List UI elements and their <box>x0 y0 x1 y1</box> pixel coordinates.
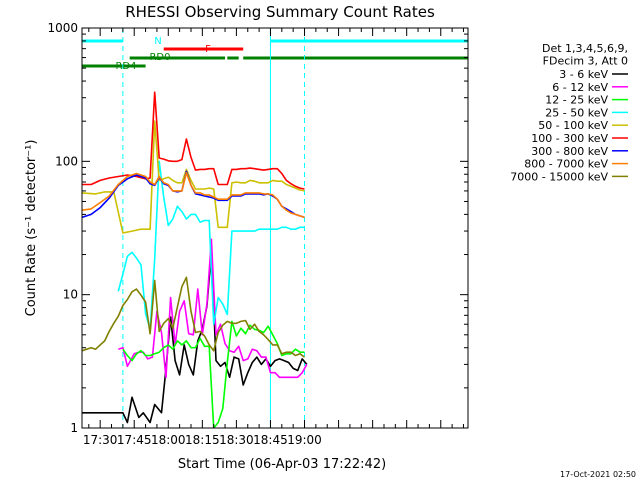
x-tick-label: 18:30 <box>219 433 254 447</box>
x-tick-label: 18:15 <box>185 433 220 447</box>
x-tick-label: 17:45 <box>117 433 152 447</box>
legend-entry: 50 - 100 keV <box>538 119 608 132</box>
legend-entry: 6 - 12 keV <box>552 81 608 94</box>
y-tick-label: 1000 <box>47 21 78 35</box>
x-axis: 17:30 17:45 18:00 18:15 18:30 18:45 19:00 <box>83 28 464 447</box>
x-tick-label: 19:00 <box>287 433 322 447</box>
legend-entry: 800 - 7000 keV <box>524 158 608 171</box>
legend-entry: 12 - 25 keV <box>545 94 608 107</box>
x-axis-label: Start Time (06-Apr-03 17:22:42) <box>178 457 386 472</box>
y-tick-label: 100 <box>55 154 78 168</box>
legend-entry: 100 - 300 keV <box>531 132 608 145</box>
x-tick-label: 17:30 <box>83 433 118 447</box>
series-line <box>82 170 305 219</box>
y-axis: 1 10 100 1000 <box>47 21 468 435</box>
series-line <box>82 250 308 424</box>
series-layer <box>82 91 308 428</box>
y-axis-label: Count Rate (s⁻¹ detector⁻¹) <box>24 140 39 317</box>
legend-entry: 3 - 6 keV <box>559 68 608 81</box>
state-label-rd0: RD0 <box>149 52 170 63</box>
chart-title: RHESSI Observing Summary Count Rates <box>125 3 435 21</box>
plot-frame <box>81 27 469 429</box>
series-line <box>82 172 305 219</box>
y-tick-label: 1 <box>70 421 78 435</box>
state-label-n: N <box>154 36 161 47</box>
legend-header: FDecim 3, Att 0 <box>543 55 628 68</box>
x-tick-label: 18:00 <box>151 433 186 447</box>
legend: Det 1,3,4,5,6,9,FDecim 3, Att 03 - 6 keV… <box>510 42 628 183</box>
state-label-f: F <box>205 44 211 55</box>
series-line <box>82 120 305 234</box>
state-label-rd4: RD4 <box>115 61 136 72</box>
series-line <box>118 238 308 379</box>
series-line <box>82 276 305 358</box>
x-tick-label: 18:45 <box>253 433 288 447</box>
legend-entry: 300 - 800 keV <box>531 145 608 158</box>
legend-header: Det 1,3,4,5,6,9, <box>542 42 628 55</box>
state-bars-layer <box>82 39 468 68</box>
legend-entry: 25 - 50 keV <box>545 106 608 119</box>
series-line <box>122 320 305 428</box>
y-tick-label: 10 <box>63 288 78 302</box>
legend-entry: 7000 - 15000 keV <box>510 170 608 183</box>
footer-date: 17-Oct-2021 02:50 <box>560 470 636 479</box>
